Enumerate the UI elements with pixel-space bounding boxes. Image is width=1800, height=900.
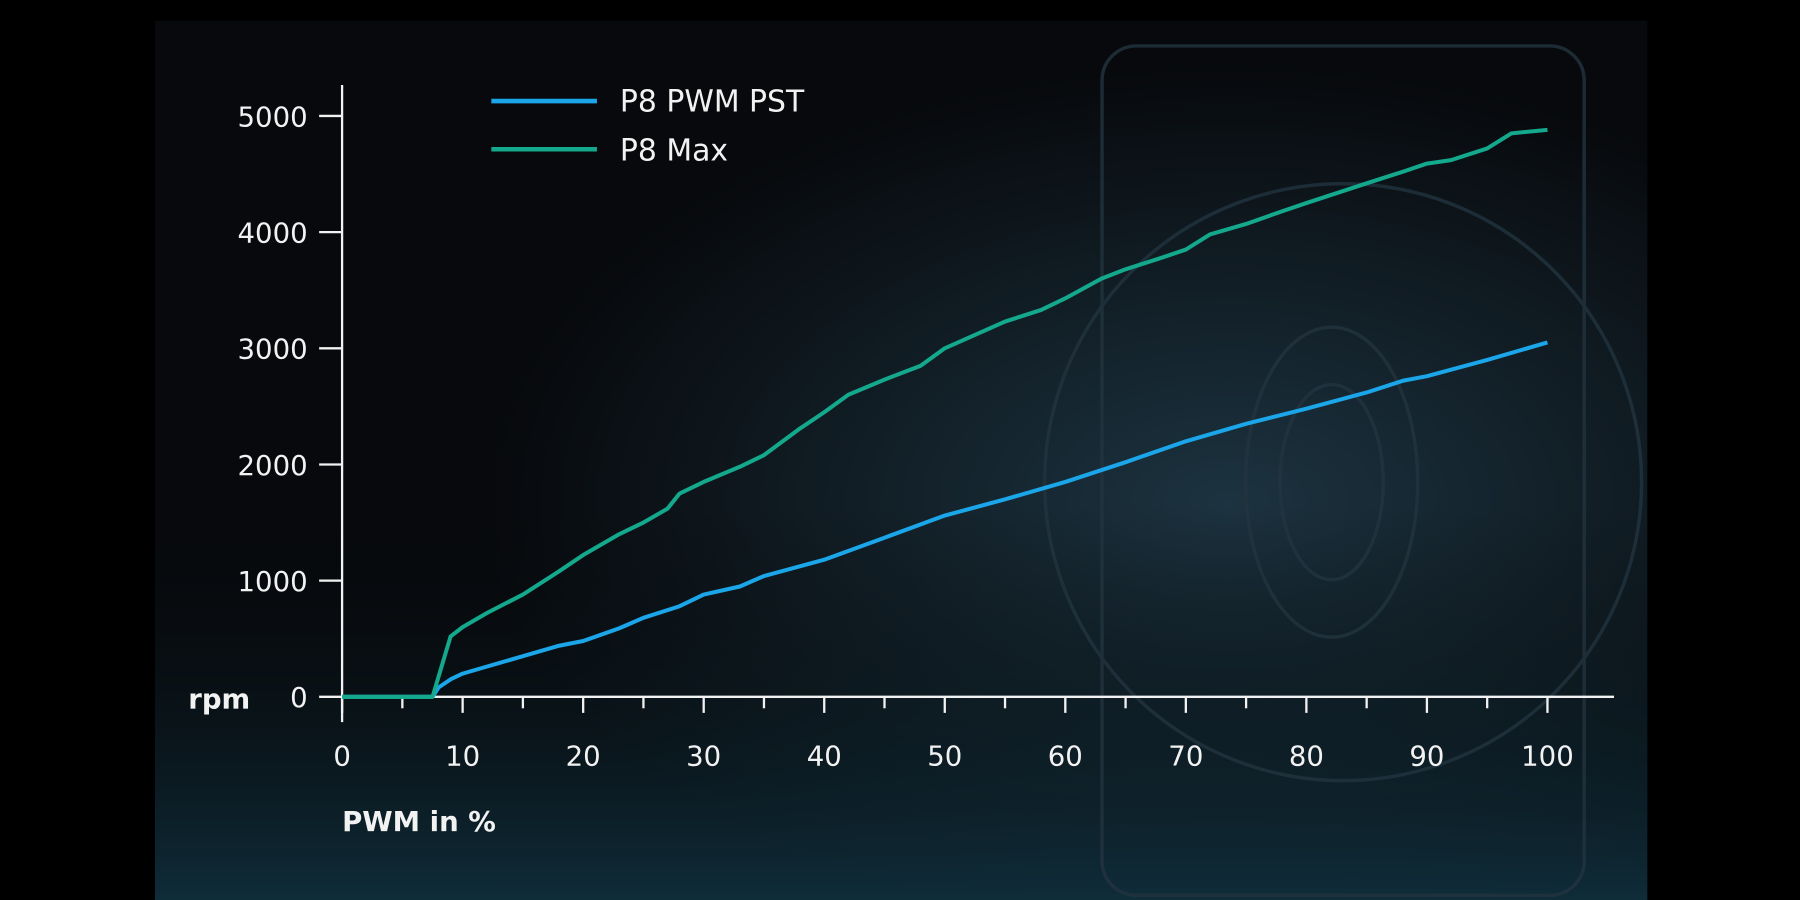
x-tick-label: 100 bbox=[1521, 741, 1574, 773]
tick-labels: 0 10 20 30 40 50 60 70 80 90 100010002000300040005… bbox=[238, 101, 1574, 772]
legend-label-p8-pwm-pst: P8 PWM PST bbox=[620, 84, 805, 119]
background-bottom-glow bbox=[154, 20, 1648, 900]
x-tick-label: 80 bbox=[1289, 741, 1324, 773]
x-tick-label: 40 bbox=[807, 741, 842, 773]
x-tick-label: 20 bbox=[566, 741, 601, 773]
y-tick-label: 3000 bbox=[238, 334, 308, 366]
y-tick-label: 5000 bbox=[238, 101, 308, 133]
x-tick-label: 0 bbox=[333, 741, 351, 773]
y-axis-label: rpm bbox=[188, 683, 250, 715]
y-tick-label: 1000 bbox=[238, 566, 308, 598]
legend: P8 PWM PST P8 Max bbox=[491, 84, 805, 169]
series-lines bbox=[342, 127, 1549, 699]
x-tick-label: 90 bbox=[1409, 741, 1444, 773]
y-tick-label: 0 bbox=[290, 682, 308, 714]
series-line-p8-max bbox=[342, 127, 1548, 699]
x-tick-label: 50 bbox=[927, 741, 962, 773]
x-tick-label: 30 bbox=[686, 741, 721, 773]
x-tick-label: 70 bbox=[1168, 741, 1203, 773]
series-line-p8-pwm-pst bbox=[342, 340, 1549, 699]
x-tick-label: 10 bbox=[445, 741, 480, 773]
y-tick-label: 2000 bbox=[238, 450, 308, 482]
axes bbox=[319, 84, 1615, 723]
x-tick-label: 60 bbox=[1048, 741, 1083, 773]
legend-label-p8-max: P8 Max bbox=[620, 134, 728, 169]
x-axis-label: PWM in % bbox=[342, 806, 496, 838]
y-tick-label: 4000 bbox=[238, 217, 308, 249]
